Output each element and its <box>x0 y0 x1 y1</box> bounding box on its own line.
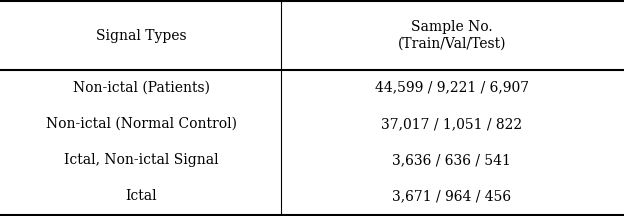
Text: Signal Types: Signal Types <box>96 29 187 43</box>
Text: 3,671 / 964 / 456: 3,671 / 964 / 456 <box>392 189 511 203</box>
Text: 44,599 / 9,221 / 6,907: 44,599 / 9,221 / 6,907 <box>375 81 529 95</box>
Text: Non-ictal (Patients): Non-ictal (Patients) <box>72 81 210 95</box>
Text: Ictal: Ictal <box>125 189 157 203</box>
Text: Ictal, Non-ictal Signal: Ictal, Non-ictal Signal <box>64 153 218 167</box>
Text: 3,636 / 636 / 541: 3,636 / 636 / 541 <box>392 153 511 167</box>
Text: 37,017 / 1,051 / 822: 37,017 / 1,051 / 822 <box>381 117 522 131</box>
Text: Sample No.
(Train/Val/Test): Sample No. (Train/Val/Test) <box>397 20 506 51</box>
Text: Non-ictal (Normal Control): Non-ictal (Normal Control) <box>46 117 236 131</box>
